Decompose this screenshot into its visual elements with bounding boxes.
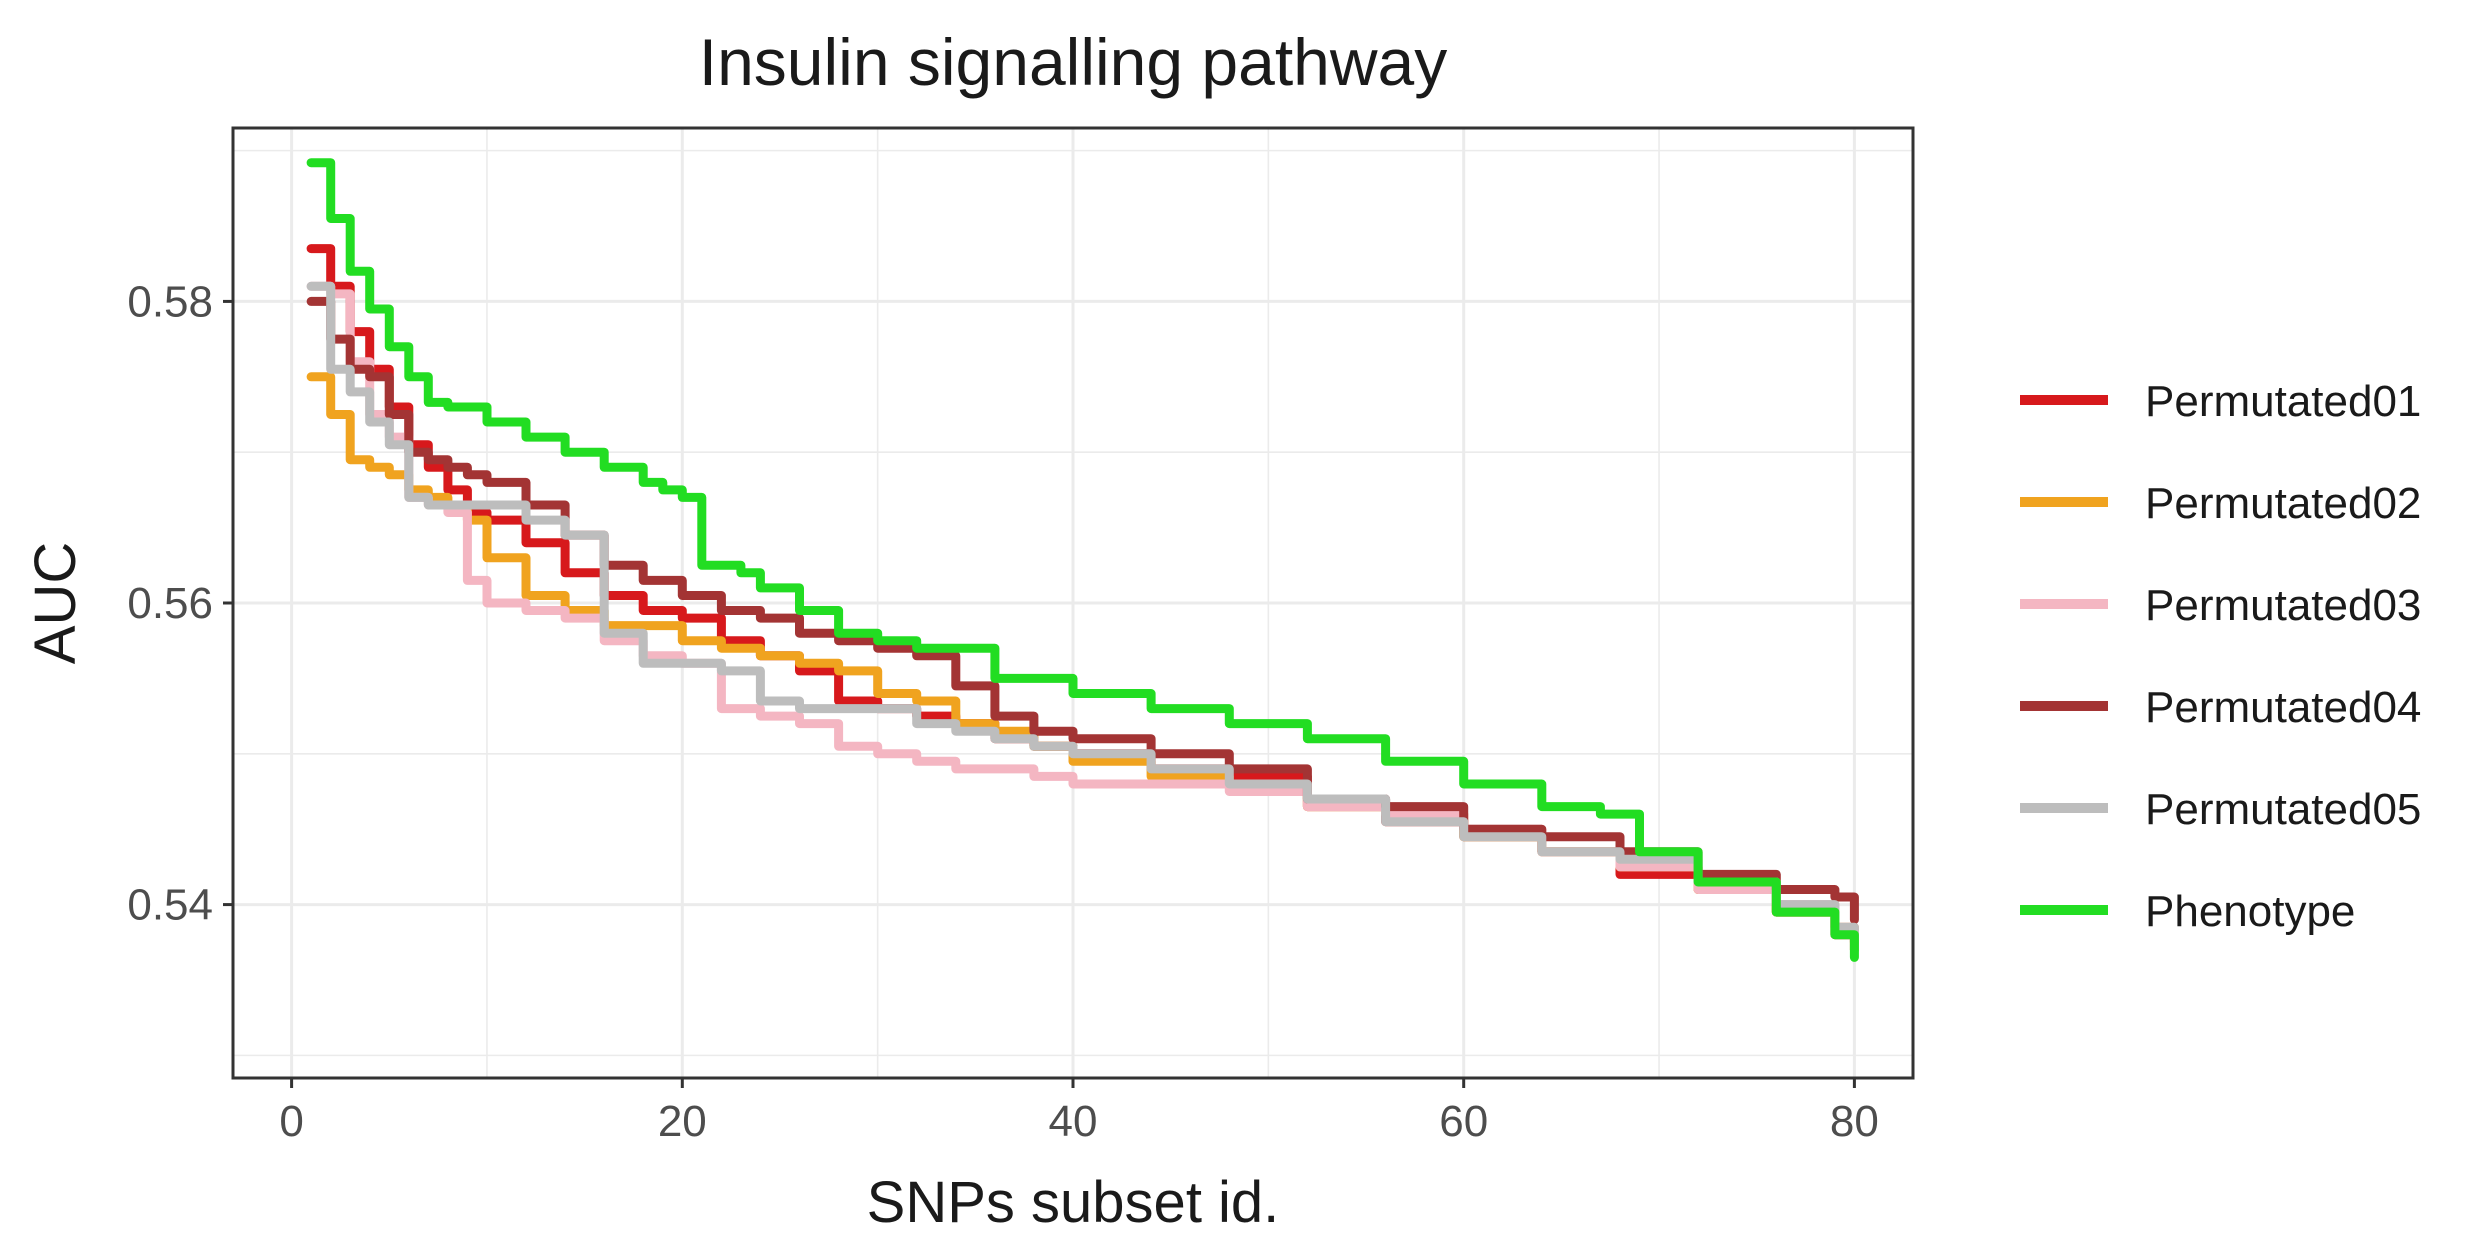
- x-tick-label: 80: [1830, 1097, 1879, 1146]
- x-axis-title: SNPs subset id.: [867, 1170, 1280, 1235]
- gridlines: [233, 128, 1913, 1078]
- chart-title: Insulin signalling pathway: [699, 25, 1447, 99]
- series-lines: [306, 158, 1859, 962]
- y-tick-label: 0.56: [127, 579, 213, 628]
- y-tick-label: 0.58: [127, 277, 213, 326]
- series-line-permutated05: [306, 281, 1859, 955]
- y-axis-title: AUC: [23, 542, 88, 664]
- legend-label: Permutated04: [2145, 683, 2421, 732]
- legend: Permutated01 Permutated02 Permutated03 Perm…: [2020, 377, 2421, 936]
- x-tick-label: 60: [1439, 1097, 1488, 1146]
- x-axis-ticks: 0 20 40 60 80: [279, 1078, 1879, 1146]
- legend-label: Permutated01: [2145, 377, 2421, 426]
- legend-label: Phenotype: [2145, 887, 2355, 936]
- x-tick-label: 20: [658, 1097, 707, 1146]
- x-tick-label: 0: [279, 1097, 303, 1146]
- legend-label: Permutated02: [2145, 479, 2421, 528]
- x-tick-label: 40: [1049, 1097, 1098, 1146]
- series-line-phenotype: [306, 158, 1859, 962]
- legend-label: Permutated03: [2145, 581, 2421, 630]
- y-tick-label: 0.54: [127, 881, 213, 930]
- y-axis-ticks: 0.54 0.56 0.58: [127, 277, 233, 930]
- legend-label: Permutated05: [2145, 785, 2421, 834]
